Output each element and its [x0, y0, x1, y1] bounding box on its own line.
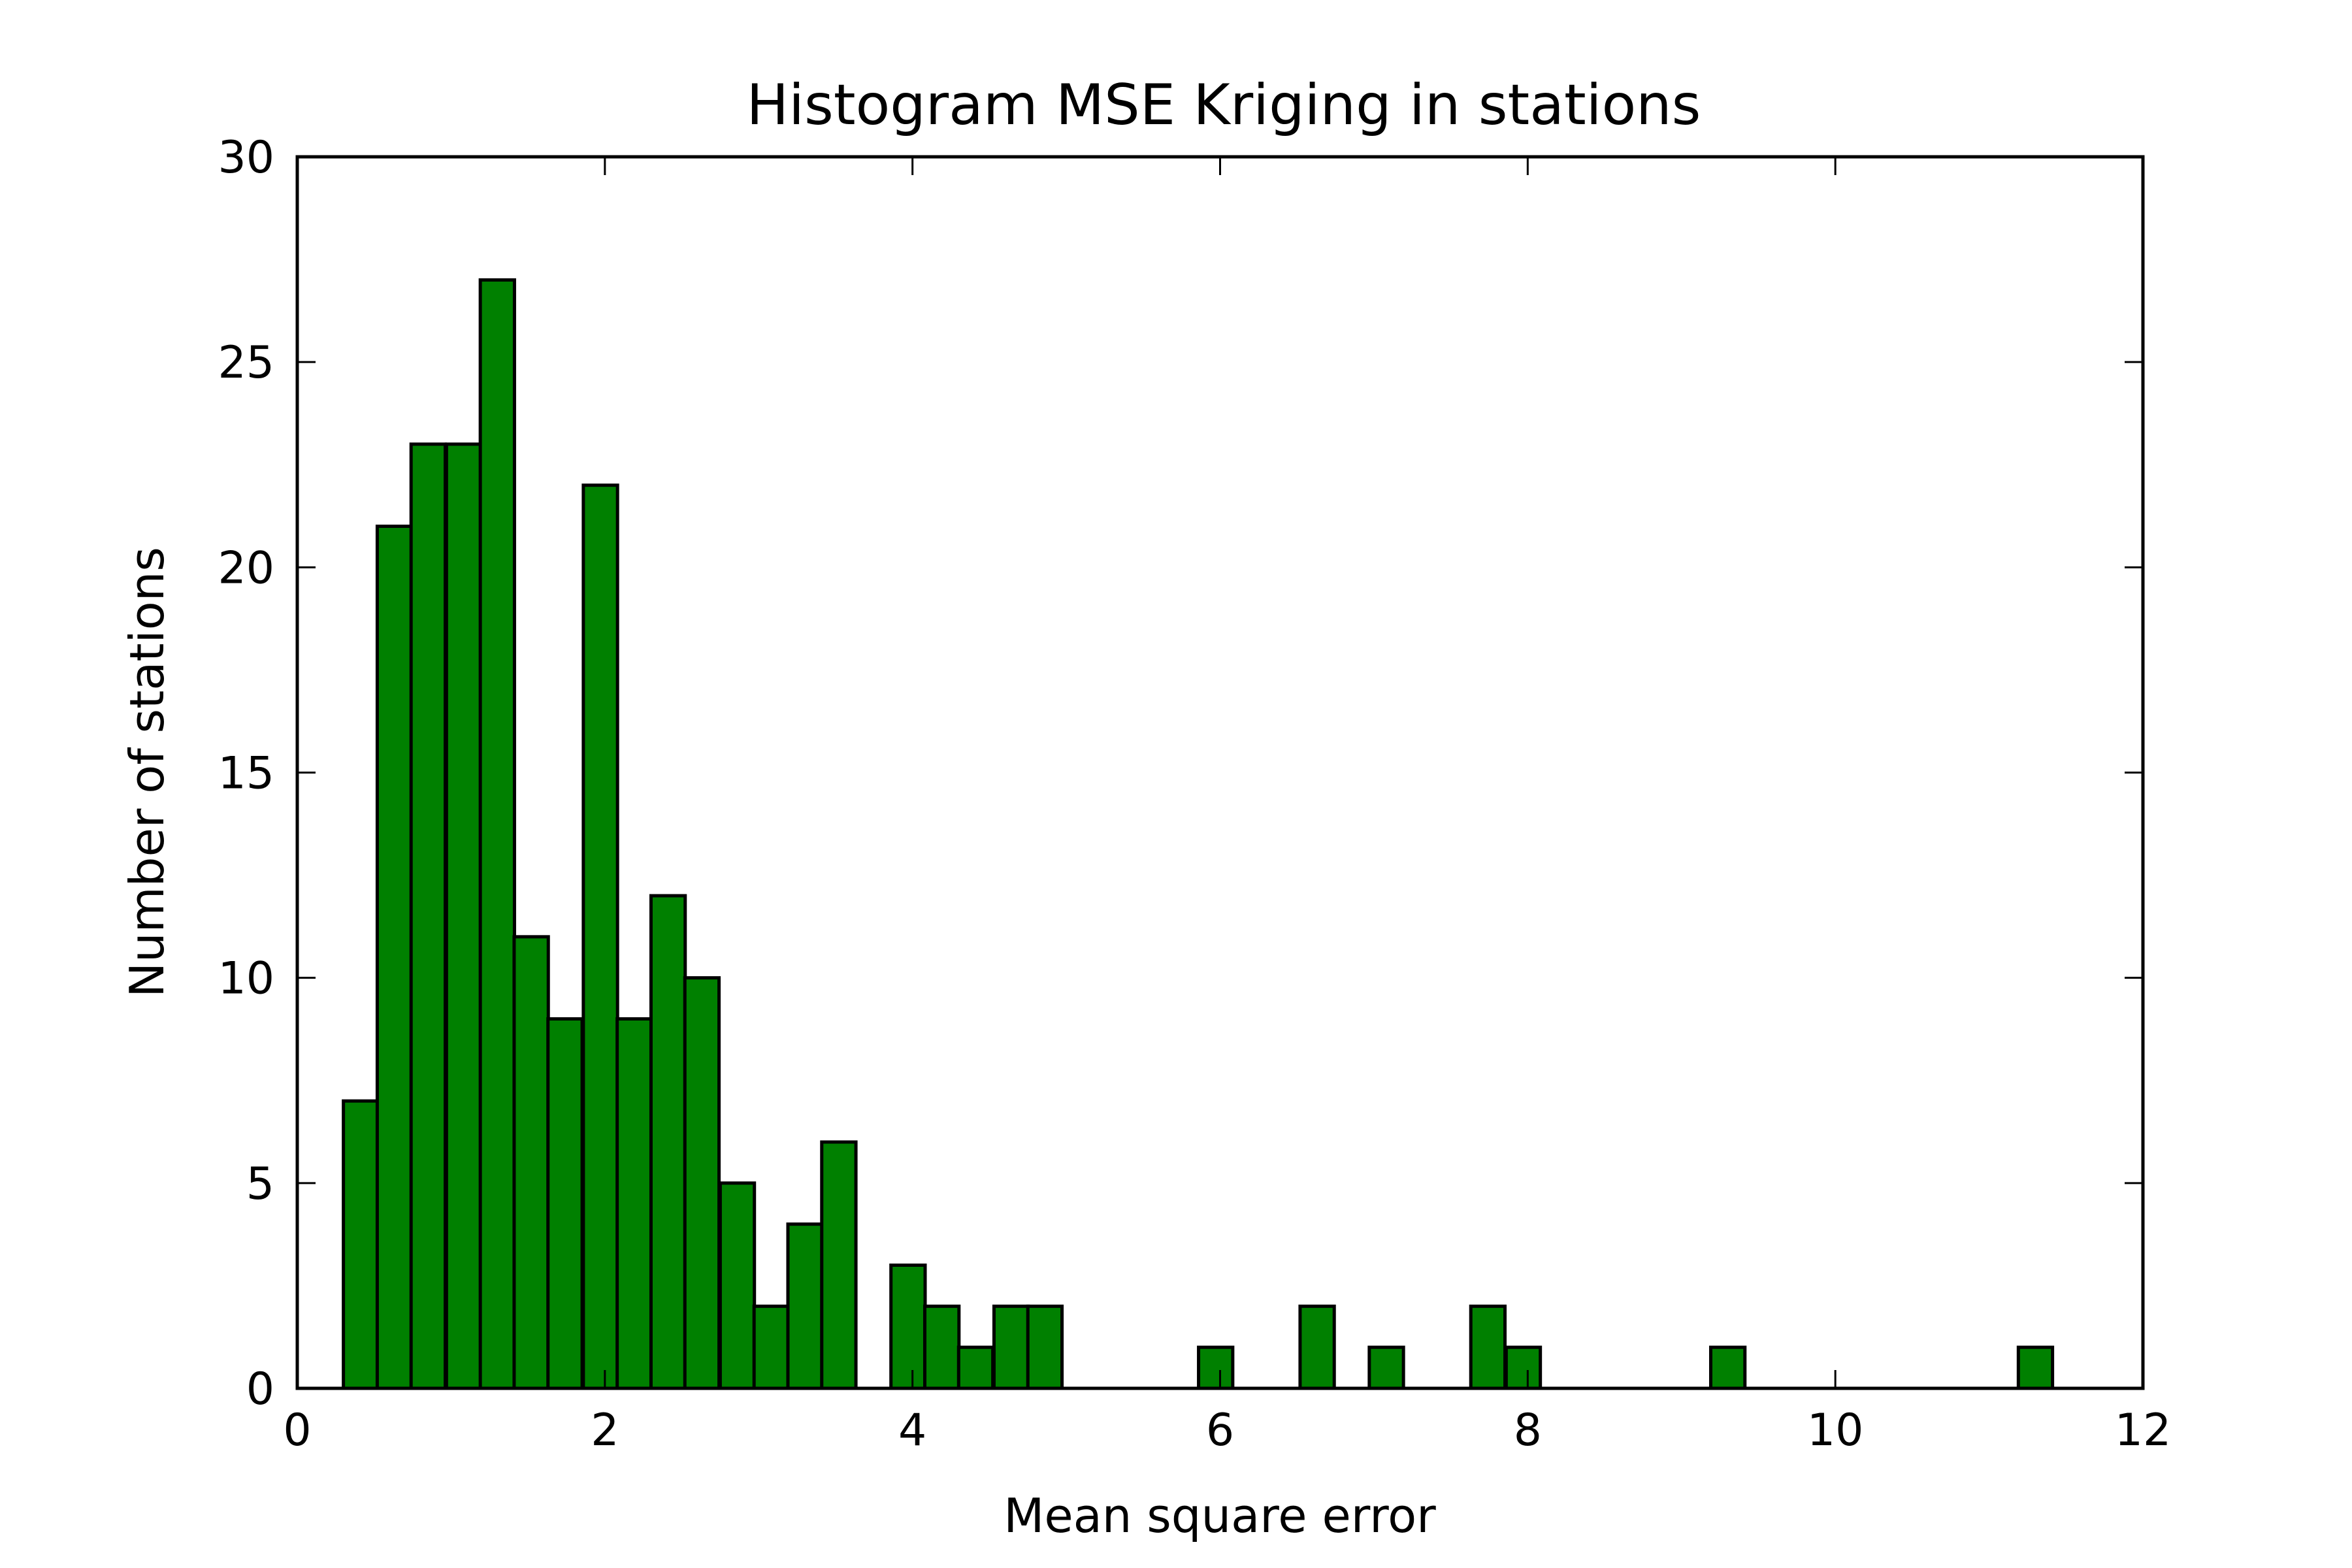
- y-tick-label-30: 30: [218, 132, 274, 184]
- x-tick-label-12: 12: [2115, 1405, 2172, 1456]
- histogram-bar-26: [1708, 1345, 1747, 1390]
- chart-title: Histogram MSE Kriging in stations: [747, 73, 1701, 138]
- y-tick-label-15: 15: [218, 748, 274, 800]
- x-tick-label-2: 2: [591, 1405, 619, 1456]
- bars-group: [342, 278, 2055, 1390]
- histogram-bar-27: [2016, 1345, 2055, 1390]
- histogram-bar-22: [1298, 1304, 1336, 1390]
- histogram-bar-11: [718, 1181, 757, 1390]
- histogram-bar-0: [342, 1099, 380, 1390]
- histogram-bar-4: [478, 278, 516, 1390]
- histogram-bar-25: [1504, 1345, 1543, 1390]
- y-tick-label-10: 10: [218, 953, 274, 1005]
- y-tick-label-0: 0: [246, 1364, 274, 1415]
- histogram-bar-16: [889, 1264, 927, 1390]
- histogram-bar-1: [375, 525, 414, 1390]
- x-axis-label: Mean square error: [1004, 1488, 1436, 1543]
- histogram-bar-5: [512, 935, 550, 1390]
- histogram-bar-23: [1367, 1345, 1405, 1390]
- tick-labels-group: 0 2 4 6 8 10 12 0 5 10 15 20 25 30: [218, 132, 2171, 1456]
- histogram-bar-2: [409, 442, 448, 1390]
- histogram-bar-3: [444, 442, 483, 1390]
- y-tick-label-25: 25: [218, 337, 274, 389]
- histogram-bar-14: [820, 1140, 858, 1390]
- y-tick-label-5: 5: [246, 1158, 274, 1210]
- histogram-bar-8: [615, 1017, 653, 1390]
- histogram-bar-17: [923, 1304, 961, 1390]
- histogram-bar-9: [649, 894, 687, 1390]
- x-tick-label-6: 6: [1206, 1405, 1234, 1456]
- x-tick-label-0: 0: [283, 1405, 311, 1456]
- x-tick-label-8: 8: [1514, 1405, 1542, 1456]
- histogram-bar-13: [786, 1222, 824, 1390]
- histogram-bar-7: [581, 483, 619, 1390]
- histogram-bar-21: [1197, 1345, 1235, 1390]
- histogram-bar-12: [752, 1304, 790, 1390]
- histogram-bar-18: [956, 1345, 995, 1390]
- x-tick-label-4: 4: [898, 1405, 926, 1456]
- histogram-bar-6: [546, 1017, 584, 1390]
- histogram-bar-10: [683, 976, 721, 1390]
- histogram-bar-24: [1469, 1304, 1507, 1390]
- histogram-bar-20: [1026, 1304, 1064, 1390]
- y-axis-label: Number of stations: [120, 547, 174, 998]
- y-tick-label-20: 20: [218, 542, 274, 594]
- plot-area-frame: [295, 155, 2145, 1390]
- histogram-bar-19: [992, 1304, 1030, 1390]
- x-tick-label-10: 10: [1807, 1405, 1864, 1456]
